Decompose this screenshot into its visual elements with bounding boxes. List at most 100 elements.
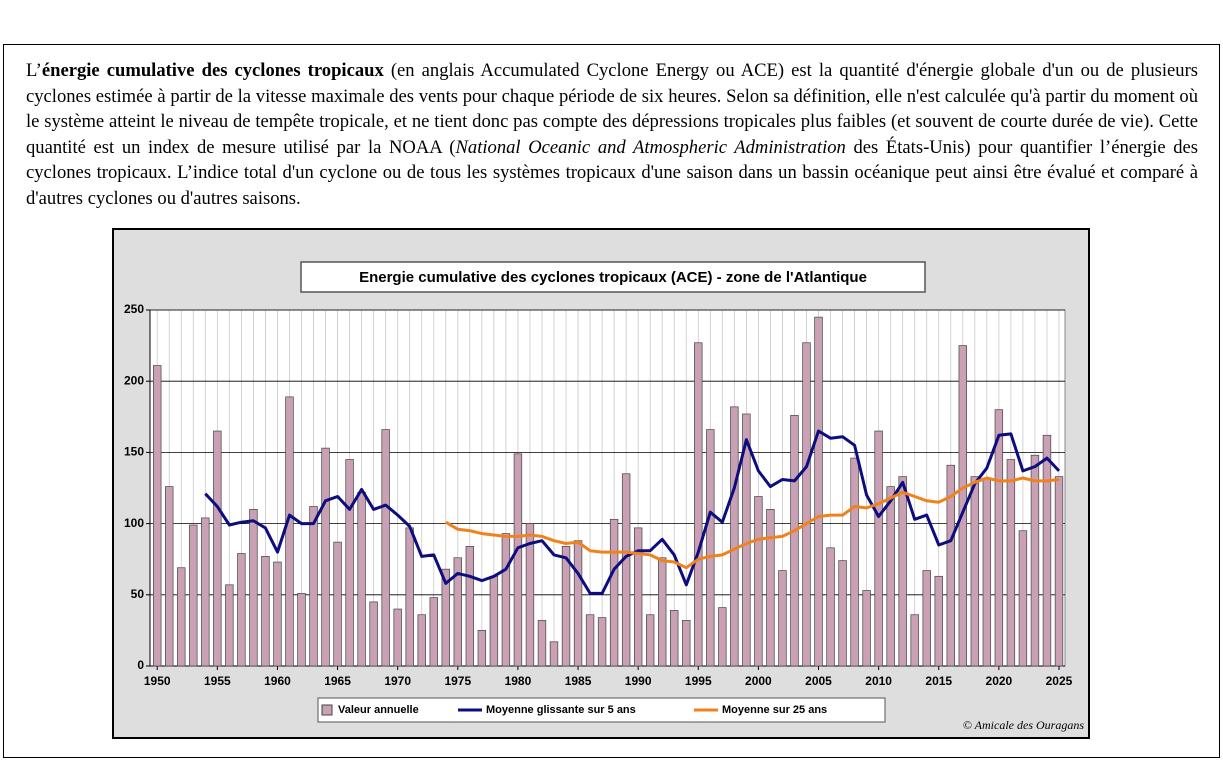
bar: [357, 491, 366, 667]
bar: [405, 527, 414, 667]
x-tick-label: 2010: [865, 674, 892, 688]
bar: [1018, 530, 1028, 667]
bar: [573, 540, 583, 667]
bar: [393, 608, 402, 667]
bar: [369, 601, 378, 667]
x-tick-label: 2000: [745, 674, 772, 688]
bar: [597, 617, 607, 667]
bar: [862, 590, 871, 667]
legend-box: [317, 697, 886, 723]
legend-swatch: [321, 704, 333, 716]
text-segment: énergie cumulative des cyclones tropicau…: [41, 60, 384, 81]
line-series: [445, 476, 1060, 570]
y-tick-label: 250: [124, 302, 144, 316]
bar: [525, 523, 535, 667]
bar: [633, 527, 643, 667]
text-segment: National Oceanic and Atmospheric Adminis…: [455, 136, 846, 158]
bar: [934, 575, 943, 667]
x-tick-label: 2015: [925, 674, 952, 688]
bar: [429, 597, 438, 667]
bar: [1006, 459, 1016, 667]
x-tick-label: 1975: [444, 674, 471, 688]
bar: [561, 546, 571, 667]
bar: [417, 614, 426, 667]
x-tick-label: 2005: [805, 674, 832, 688]
bar: [501, 533, 511, 667]
bar: [670, 610, 679, 667]
text-segment: des États-Unis) pour quantifier l’énergi…: [26, 136, 1199, 209]
x-tick-label: 1980: [505, 674, 532, 688]
bar: [682, 620, 691, 667]
bar: [285, 396, 294, 667]
bar: [609, 518, 619, 667]
bar: [249, 509, 258, 667]
bar: [910, 614, 919, 667]
bar: [513, 453, 523, 667]
bar: [778, 570, 787, 667]
x-tick-label: 1955: [204, 674, 231, 688]
bar: [874, 430, 883, 667]
bar: [381, 429, 390, 667]
bar: [754, 496, 763, 667]
y-tick-label: 50: [131, 587, 145, 601]
x-tick-label: 1995: [685, 674, 712, 688]
bar: [970, 476, 980, 667]
legend-label: Valeur annuelle: [338, 704, 419, 716]
x-tick-label: 1970: [384, 674, 411, 688]
bar: [814, 316, 823, 667]
bar: [898, 476, 907, 667]
bar: [922, 570, 931, 667]
bar: [273, 561, 282, 667]
x-tick-label: 1965: [324, 674, 351, 688]
y-tick-label: 100: [124, 516, 144, 530]
bar: [237, 553, 246, 667]
intro-paragraph: L’énergie cumulative des cyclones tropic…: [26, 58, 1198, 211]
y-tick-label: 150: [124, 445, 144, 459]
bar: [465, 546, 475, 667]
bar: [309, 506, 318, 667]
title-box: [300, 261, 926, 293]
legend-label: Moyenne sur 25 ans: [722, 704, 827, 716]
x-tick-label: 2020: [986, 674, 1013, 688]
chart-title: Energie cumulative des cyclones tropicau…: [359, 269, 867, 286]
bar: [766, 509, 775, 667]
x-tick-label: 1950: [144, 674, 171, 688]
bar: [549, 641, 559, 667]
bar: [477, 630, 487, 667]
x-tick-label: 1960: [264, 674, 291, 688]
bar: [658, 557, 667, 667]
legend-label: Moyenne glissante sur 5 ans: [486, 704, 636, 716]
bar: [201, 517, 210, 667]
bar: [1054, 476, 1064, 667]
bar: [621, 473, 631, 667]
bar: [453, 557, 463, 667]
credit: © Amicale des Ouragans: [963, 718, 1085, 732]
bar: [790, 415, 799, 667]
bar: [165, 486, 174, 667]
bar: [802, 342, 811, 667]
bar: [261, 556, 270, 667]
bar: [826, 547, 835, 667]
bar: [706, 429, 715, 667]
bar: [345, 459, 354, 667]
bar: [982, 477, 992, 667]
bar: [213, 430, 222, 667]
bar: [1030, 454, 1040, 667]
y-tick-label: 0: [137, 658, 144, 672]
bar: [585, 614, 595, 667]
y-tick-label: 200: [124, 373, 144, 387]
bar: [225, 584, 234, 667]
bar: [946, 464, 955, 667]
bar: [297, 593, 306, 667]
bar: [742, 413, 751, 667]
bar: [537, 620, 547, 667]
bar: [153, 365, 162, 667]
bar: [850, 457, 859, 667]
bar: [694, 342, 703, 667]
bar: [177, 567, 186, 667]
bar: [1042, 434, 1052, 667]
bar: [645, 614, 655, 667]
x-tick-label: 2025: [1046, 674, 1073, 688]
x-tick-label: 1985: [565, 674, 592, 688]
